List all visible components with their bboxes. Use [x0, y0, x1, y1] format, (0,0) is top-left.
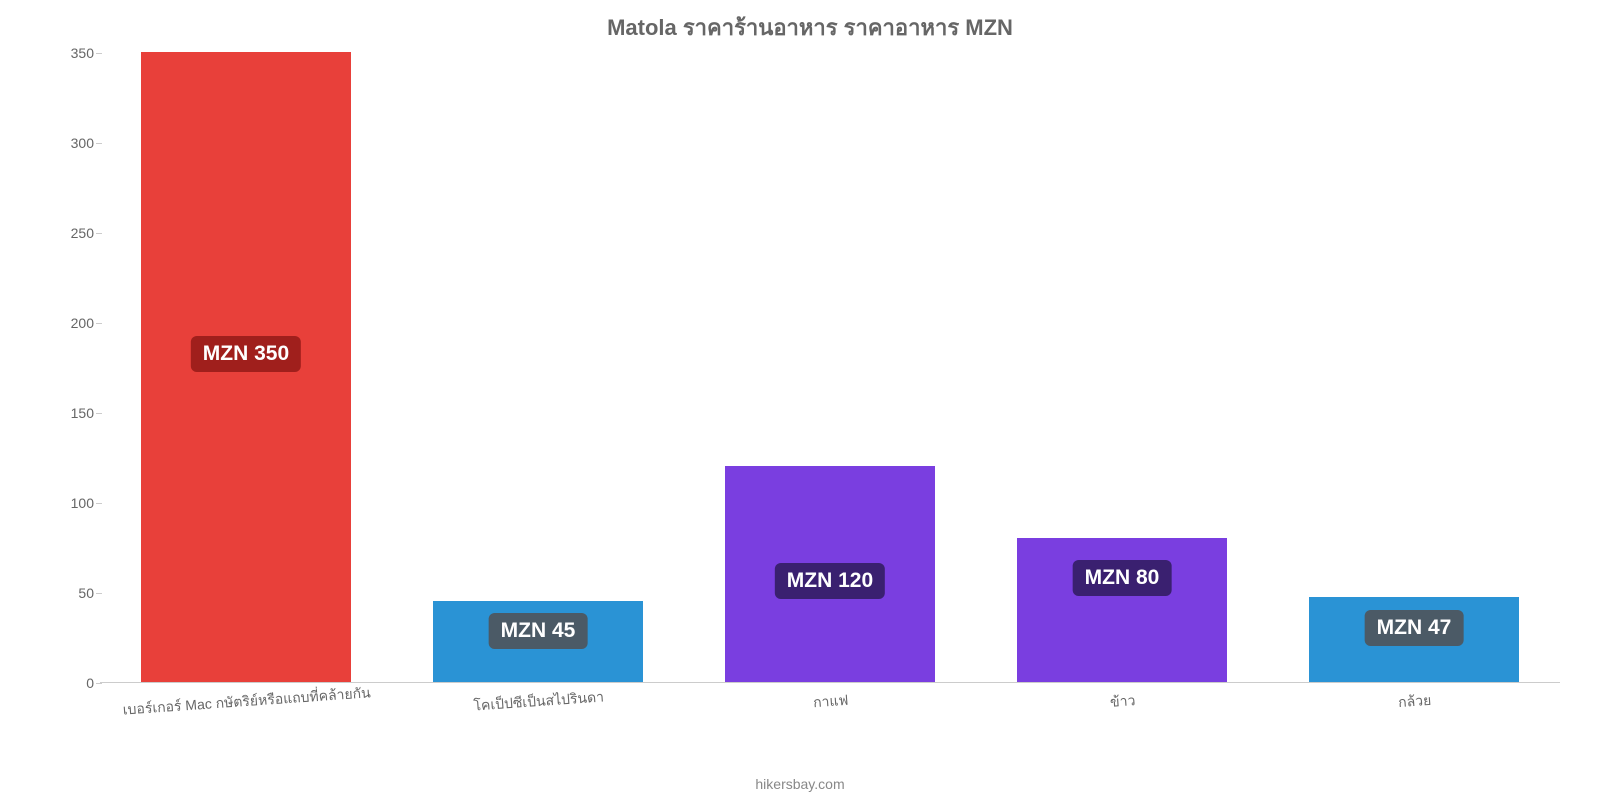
x-axis-labels: เบอร์เกอร์ Mac กษัตริย์หรือแถบที่คล้ายกั…: [100, 683, 1560, 721]
x-axis-label: ข้าว: [1109, 690, 1136, 714]
x-axis-label: กล้วย: [1397, 690, 1432, 714]
y-tick-label: 350: [60, 45, 94, 61]
plot-area: 050100150200250300350 MZN 350MZN 45MZN 1…: [100, 53, 1560, 683]
y-tick-label: 150: [60, 405, 94, 421]
bar-slot: MZN 80: [976, 53, 1268, 682]
chart-container: Matola ราคาร้านอาหาร ราคาอาหาร MZN 0 50 10…: [60, 10, 1560, 720]
bar: MZN 80: [1017, 538, 1227, 682]
attribution: hikersbay.com: [755, 776, 844, 792]
x-label-slot: ข้าว: [976, 683, 1268, 721]
bar: MZN 45: [433, 601, 643, 682]
bar: MZN 47: [1309, 597, 1519, 682]
y-tick-label: 50: [60, 585, 94, 601]
x-label-slot: เบอร์เกอร์ Mac กษัตริย์หรือแถบที่คล้ายกั…: [100, 683, 392, 721]
bars-region: MZN 350 MZN 45 MZN 120 MZN 80 MZN 47: [100, 53, 1560, 682]
y-tick-label: 200: [60, 315, 94, 331]
y-tick-label: 100: [60, 495, 94, 511]
bar-slot: MZN 350: [100, 53, 392, 682]
value-badge: MZN 120: [775, 563, 885, 599]
y-tick-label: 300: [60, 135, 94, 151]
x-axis-label: โคเป็ปซีเป็นสไปรินดา: [473, 686, 605, 717]
y-tick-label: 250: [60, 225, 94, 241]
bar: MZN 120: [725, 466, 935, 682]
y-tick-label: 0: [60, 675, 94, 691]
x-axis-label: เบอร์เกอร์ Mac กษัตริย์หรือแถบที่คล้ายกั…: [122, 682, 371, 721]
x-axis-label: กาแฟ: [812, 690, 849, 714]
bar-slot: MZN 47: [1268, 53, 1560, 682]
value-badge: MZN 45: [489, 613, 588, 649]
x-label-slot: กล้วย: [1268, 683, 1560, 721]
x-label-slot: กาแฟ: [684, 683, 976, 721]
x-label-slot: โคเป็ปซีเป็นสไปรินดา: [392, 683, 684, 721]
bar-slot: MZN 45: [392, 53, 684, 682]
value-badge: MZN 47: [1365, 610, 1464, 646]
bar: MZN 350: [141, 52, 351, 682]
chart-title: Matola ราคาร้านอาหาร ราคาอาหาร MZN: [60, 10, 1560, 45]
value-badge: MZN 80: [1073, 560, 1172, 596]
bar-slot: MZN 120: [684, 53, 976, 682]
value-badge: MZN 350: [191, 336, 301, 372]
y-axis: 050100150200250300350: [60, 53, 100, 682]
